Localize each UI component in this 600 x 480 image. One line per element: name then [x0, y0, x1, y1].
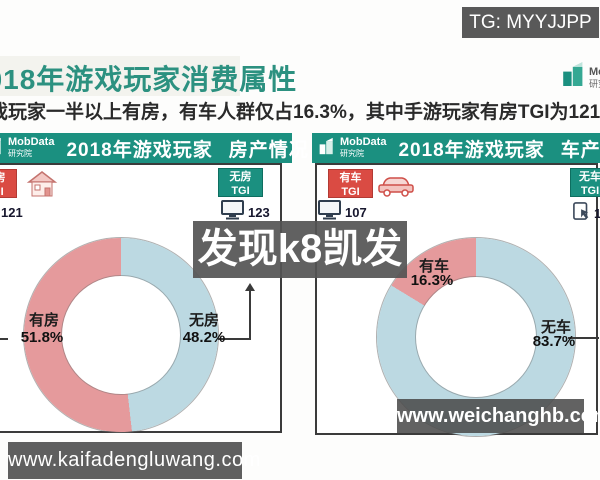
weichanghb-watermark: www.weichanghb.com: [397, 399, 600, 433]
center-watermark: 发现k8凯发: [193, 221, 407, 278]
badge-no-house-tgi: 无房 TGI: [218, 168, 263, 197]
banner-title: 2018年游戏玩家: [398, 139, 545, 161]
monitor-icon: [318, 200, 342, 225]
panel-car-banner: MobData 研究院 2018年游戏玩家 车产情况: [312, 133, 600, 163]
connector-no-car-h: [568, 337, 599, 339]
page-subtitle: 游戏玩家一半以上有房，有车人群仅占16.3%，其中手游玩家有房TGI为121: [0, 102, 600, 123]
has-house-label: 有房: [28, 312, 59, 329]
tg-watermark-badge: TG: MYYJJPP: [462, 7, 599, 38]
no-car-label: 无车: [540, 319, 571, 336]
badge-no-car-tgi: 无车 TGI: [570, 168, 600, 197]
has-car-tgi-row: 107: [318, 200, 367, 225]
has-car-label: 有车: [418, 258, 449, 275]
banner-title: 2018年游戏玩家: [66, 139, 213, 161]
connector-left-edge: [0, 338, 8, 340]
panel-housing-banner: MobData 研究院 2018年游戏玩家 房产情况: [0, 133, 308, 163]
brand-logo-text: MobData 研究院: [589, 66, 600, 89]
banner-brand: MobData 研究院: [8, 136, 55, 159]
no-house-tgi-row: 123: [221, 200, 270, 225]
no-car-pct: 83.7%: [532, 333, 576, 350]
has-house-tgi-value: 121: [1, 205, 23, 220]
no-car-tgi-value: 1: [594, 206, 600, 221]
has-house-pct: 51.8%: [20, 329, 64, 346]
has-car-tgi-value: 107: [345, 205, 367, 220]
tablet-click-icon: [573, 201, 591, 226]
no-house-tgi-value: 123: [248, 205, 270, 220]
connector-no-house-v: [249, 291, 251, 339]
monitor-icon: [221, 200, 245, 225]
banner-brand: MobData 研究院: [340, 136, 387, 159]
car-icon: [376, 171, 416, 202]
mobdata-building-icon: [0, 137, 4, 160]
connector-arrowhead-icon: [245, 283, 255, 291]
banner-subject: 房产情况: [228, 139, 309, 161]
no-house-pct: 48.2%: [182, 329, 226, 346]
house-icon: [26, 169, 58, 204]
brand-logo-top-right: MobData 研究院: [562, 60, 600, 96]
page-title: 2018年游戏玩家消费属性: [0, 64, 298, 95]
title-background: [0, 56, 240, 96]
connector-no-house-h: [218, 338, 251, 340]
badge-has-house-tgi: 有房 TGI: [0, 169, 17, 198]
has-car-pct: 16.3%: [410, 272, 454, 289]
badge-has-car-tgi: 有车 TGI: [328, 169, 373, 198]
banner-subject: 车产情况: [560, 139, 600, 161]
mobdata-building-icon: [562, 60, 586, 96]
kaifadengluwang-watermark: www.kaifadengluwang.com: [8, 442, 260, 479]
no-car-tgi-row: 1: [573, 201, 600, 226]
car-donut-hole: [416, 277, 536, 397]
mobdata-building-icon: [318, 137, 336, 160]
no-house-label: 无房: [188, 312, 219, 329]
house-donut-hole: [62, 276, 180, 394]
